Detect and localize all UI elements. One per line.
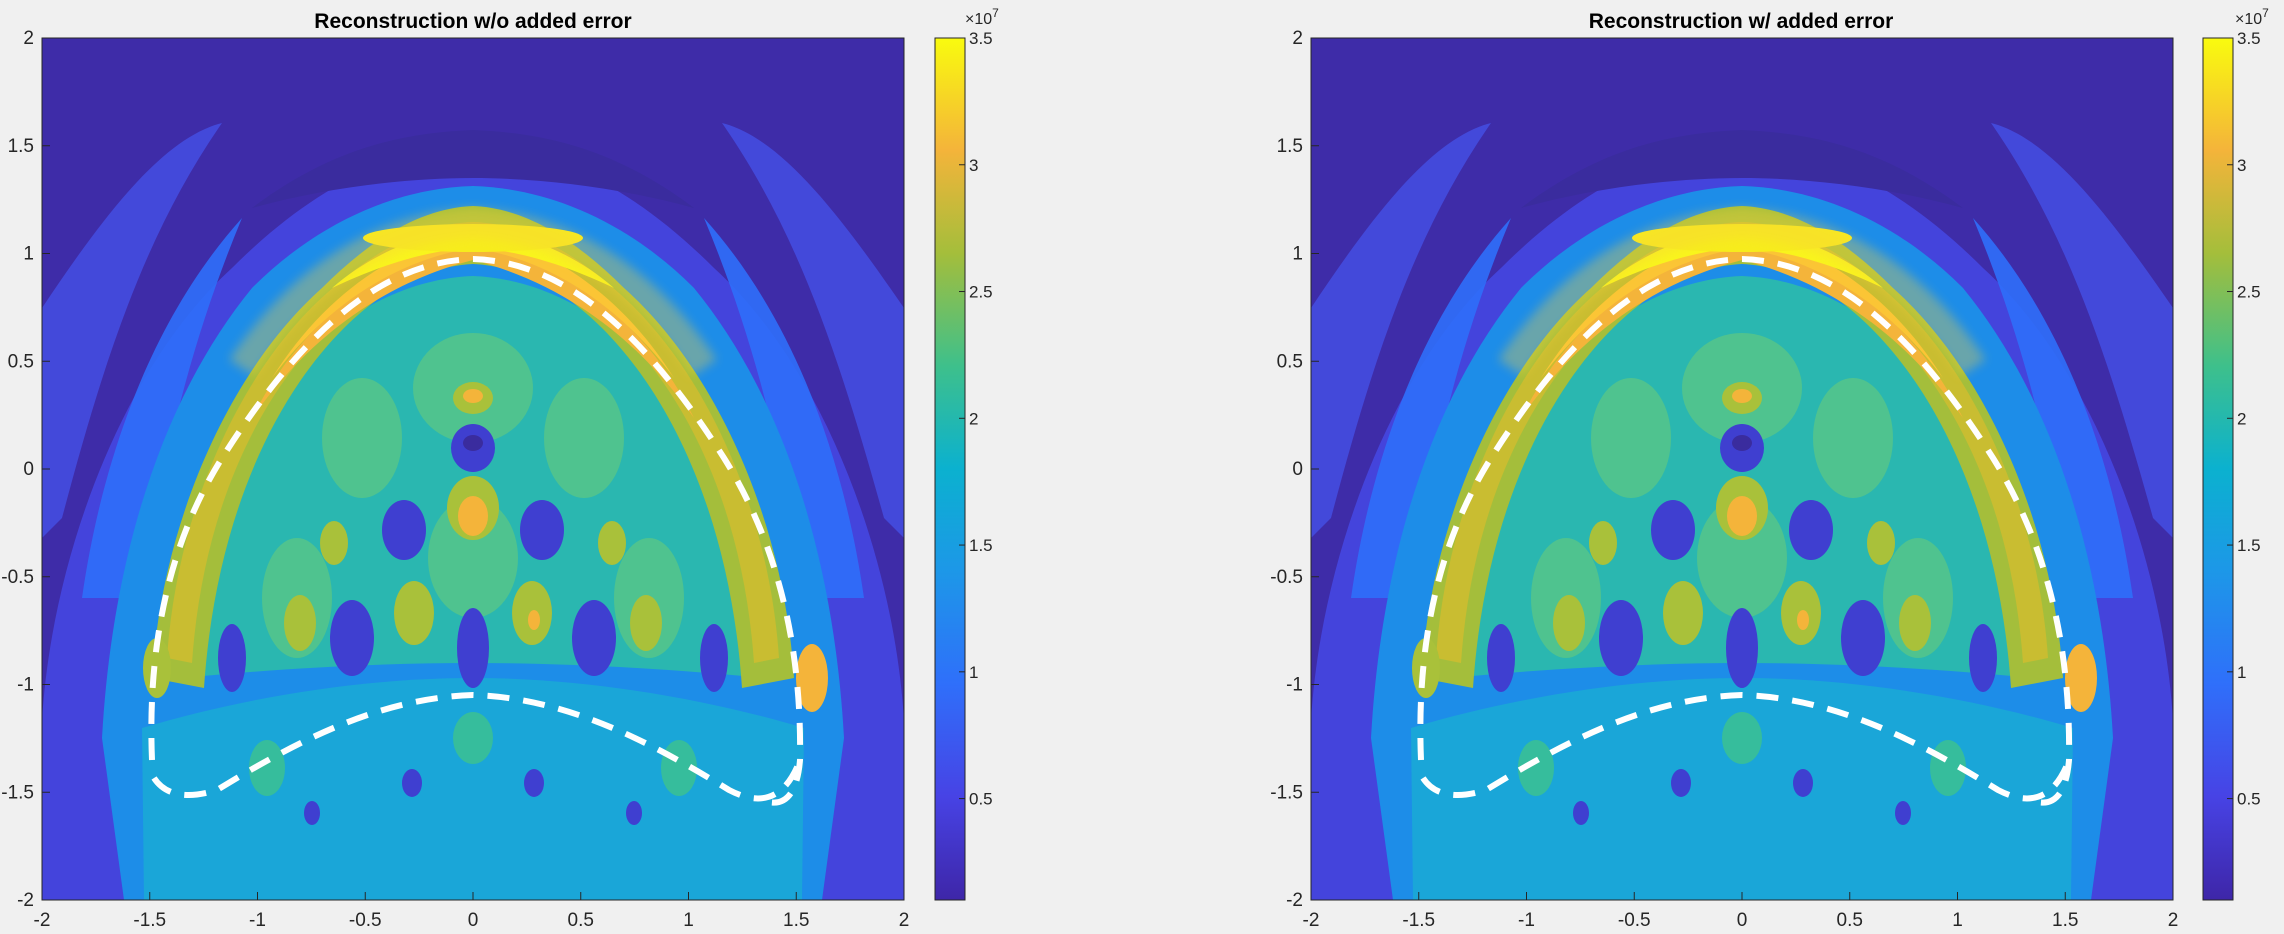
chart-panel-right: Reconstruction w/ added error -2 -1.5 -1 -0… bbox=[1270, 6, 2269, 931]
colorbar-tick-label: 0.5 bbox=[2237, 790, 2261, 809]
colorbar-tick-label: 3 bbox=[969, 156, 978, 175]
y-tick-label: 1 bbox=[1292, 244, 1303, 265]
x-tick-label: -1.5 bbox=[1402, 910, 1435, 931]
y-tick-label: 0.5 bbox=[1277, 351, 1303, 372]
colorbar-exponent-left: ×107 bbox=[965, 6, 999, 28]
x-tick-label: -0.5 bbox=[1618, 910, 1651, 931]
colorbar-ticks-left: 3.5 3 2.5 2 1.5 1 0.5 bbox=[959, 29, 993, 809]
x-tick-label: -1 bbox=[249, 910, 266, 931]
colorbar-gradient-right bbox=[2202, 37, 2234, 901]
heatmap-left bbox=[42, 38, 904, 900]
x-tick-label: 2 bbox=[899, 910, 910, 931]
colorbar-tick-label: 1 bbox=[969, 663, 978, 682]
y-tick-label: 2 bbox=[23, 28, 34, 49]
heatmap-right bbox=[1311, 38, 2173, 900]
y-tick-label: 2 bbox=[1292, 28, 1303, 49]
colorbar-tick-label: 3 bbox=[2237, 156, 2246, 175]
colorbar-right: 3.5 3 2.5 2 1.5 1 0.5 ×107 bbox=[2202, 6, 2269, 901]
x-tick-label: 2 bbox=[2168, 910, 2179, 931]
colorbar-tick-label: 0.5 bbox=[969, 790, 993, 809]
colorbar-tick-label: 2 bbox=[969, 409, 978, 428]
colorbar-left: 3.5 3 2.5 2 1.5 1 0.5 ×107 bbox=[934, 6, 999, 901]
y-tick-label: -1.5 bbox=[1270, 782, 1303, 803]
x-tick-label: -1.5 bbox=[133, 910, 166, 931]
x-tick-label: -2 bbox=[34, 910, 51, 931]
chart-panel-left: Reconstruction w/o added error -2 -1.5 -1-… bbox=[1, 6, 999, 931]
x-tick-label: 1 bbox=[1952, 910, 1963, 931]
x-tick-label: 1.5 bbox=[783, 910, 809, 931]
colorbar-exponent-power-left: 7 bbox=[992, 6, 999, 20]
colorbar-tick-label: 1.5 bbox=[969, 536, 993, 555]
colorbar-exponent-power-right: 7 bbox=[2262, 6, 2269, 20]
y-tick-label: -0.5 bbox=[1270, 567, 1303, 588]
x-tick-label: 0.5 bbox=[568, 910, 594, 931]
x-tick-label: 0 bbox=[1737, 910, 1748, 931]
y-tick-label: 1 bbox=[23, 244, 34, 265]
colorbar-tick-label: 3.5 bbox=[2237, 29, 2261, 48]
y-tick-label: -1 bbox=[17, 675, 34, 696]
colorbar-tick-label: 3.5 bbox=[969, 29, 993, 48]
colorbar-tick-label: 2.5 bbox=[969, 283, 993, 302]
axes-left: -2 -1.5 -1 -0.5 0 0.5 1 1.5 2 2 1.5 1 0.5 0 -0.5 -1 -1.5… bbox=[1, 28, 909, 931]
y-tick-label: 0.5 bbox=[8, 351, 34, 372]
y-tick-label: -1 bbox=[1286, 675, 1303, 696]
chart-title-left: Reconstruction w/o added error bbox=[314, 10, 631, 33]
x-tick-label: 1.5 bbox=[2052, 910, 2078, 931]
colorbar-exponent-base-left: ×10 bbox=[965, 11, 992, 28]
y-tick-label: -2 bbox=[17, 890, 34, 911]
x-tick-label: 1 bbox=[683, 910, 694, 931]
x-tick-label: -2 bbox=[1303, 910, 1320, 931]
x-tick-label: -0.5 bbox=[349, 910, 382, 931]
colorbar-exponent-right: ×107 bbox=[2235, 6, 2269, 28]
y-tick-label: 1.5 bbox=[8, 136, 34, 157]
colorbar-tick-label: 2 bbox=[2237, 409, 2246, 428]
x-tick-label: -1 bbox=[1518, 910, 1535, 931]
colorbar-gradient-left bbox=[934, 37, 966, 901]
colorbar-ticks-right: 3.5 3 2.5 2 1.5 1 0.5 bbox=[2227, 29, 2261, 809]
colorbar-tick-label: 2.5 bbox=[2237, 283, 2261, 302]
chart-title-right: Reconstruction w/ added error bbox=[1589, 10, 1894, 33]
y-tick-label: -0.5 bbox=[1, 567, 34, 588]
x-tick-label: 0.5 bbox=[1837, 910, 1863, 931]
colorbar-tick-label: 1.5 bbox=[2237, 536, 2261, 555]
axes-right: -2 -1.5 -1 -0.5 0 0.5 1 1.5 2 2 1.5 1 0.5 0 -0.5 -1 -1.5… bbox=[1270, 28, 2178, 931]
y-tick-label: -2 bbox=[1286, 890, 1303, 911]
y-tick-label: 0 bbox=[1292, 459, 1303, 480]
y-tick-label: -1.5 bbox=[1, 782, 34, 803]
y-tick-label: 1.5 bbox=[1277, 136, 1303, 157]
x-tick-label: 0 bbox=[468, 910, 479, 931]
colorbar-tick-label: 1 bbox=[2237, 663, 2246, 682]
colorbar-exponent-base-right: ×10 bbox=[2235, 11, 2262, 28]
y-tick-label: 0 bbox=[23, 459, 34, 480]
